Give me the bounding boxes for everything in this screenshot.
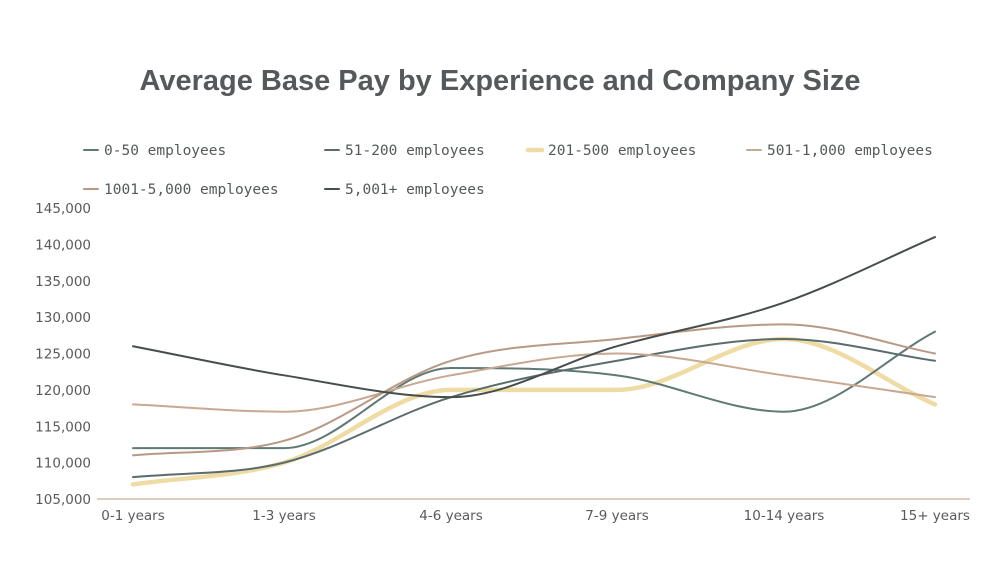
legend-label: 0-50 employees [104,143,226,159]
x-tick-label: 15+ years [900,508,970,524]
legend-item: 5,001+ employees [324,182,485,198]
y-tick-label: 140,000 [35,237,91,253]
y-tick-label: 105,000 [35,492,91,508]
x-tick-label: 10-14 years [744,508,825,524]
y-tick-label: 135,000 [35,274,91,290]
legend-label: 201-500 employees [548,143,696,159]
legend-item: 51-200 employees [324,143,485,159]
legend-item: 201-500 employees [525,143,696,159]
legend-item: 1001-5,000 employees [83,182,279,198]
x-tick-label: 7-9 years [585,508,649,524]
series-line [132,337,936,479]
legend-label: 1001-5,000 employees [104,182,279,198]
plot-area [130,236,938,487]
x-tick-label: 0-1 years [101,508,165,524]
legend-label: 501-1,000 employees [767,143,933,159]
legend-item: 501-1,000 employees [746,143,933,159]
chart-title: Average Base Pay by Experience and Compa… [139,65,860,97]
x-axis: 0-1 years 1-3 years 4-6 years 7-9 years 10-1… [97,498,970,524]
y-tick-label: 115,000 [35,419,91,435]
y-axis: 105,000 110,000 115,000 120,000 125,000 130,0… [35,201,91,508]
x-tick-label: 1-3 years [252,508,316,524]
y-tick-label: 110,000 [35,456,91,472]
series-line [132,330,936,450]
legend-label: 51-200 employees [345,143,485,159]
y-tick-label: 120,000 [35,383,91,399]
y-tick-label: 145,000 [35,201,91,217]
legend: 0-50 employees 51-200 employees 201-500 em… [83,143,933,198]
x-tick-label: 4-6 years [419,508,483,524]
series-line [132,323,936,457]
legend-label: 5,001+ employees [345,182,485,198]
series-line [132,352,936,413]
y-tick-label: 130,000 [35,310,91,326]
legend-item: 0-50 employees [83,143,226,159]
series-line [132,236,936,399]
y-tick-label: 125,000 [35,347,91,363]
